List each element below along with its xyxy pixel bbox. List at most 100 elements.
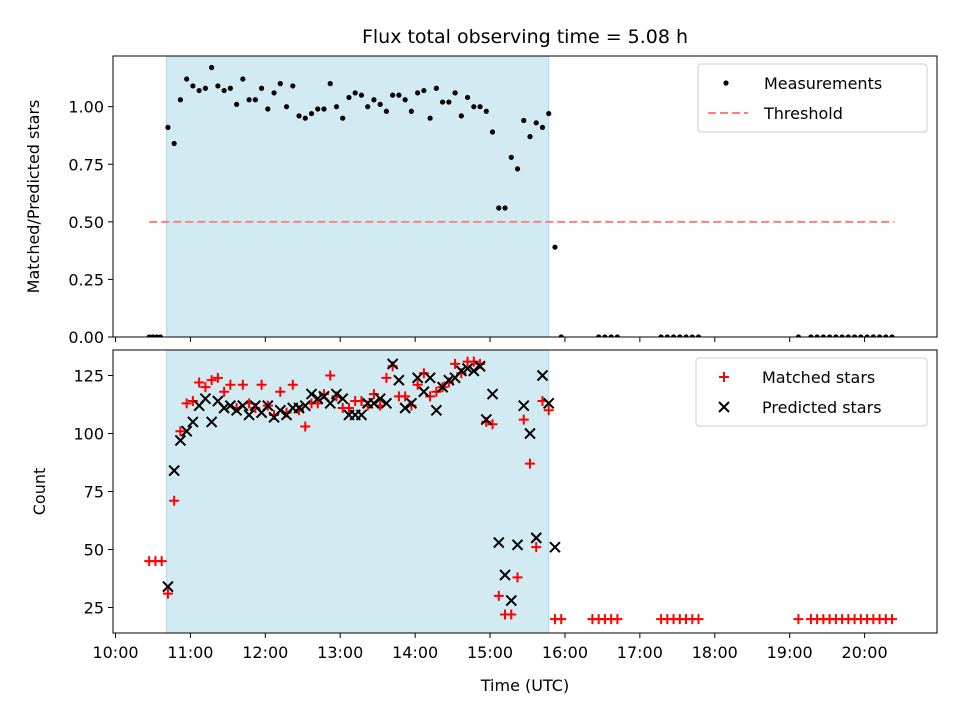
measurement-point	[521, 117, 527, 124]
measurement-point	[402, 97, 408, 103]
measurement-point	[321, 106, 327, 112]
matched-point	[543, 405, 554, 416]
measurement-point	[514, 166, 521, 172]
matched-point	[381, 372, 392, 383]
measurement-point	[858, 334, 864, 337]
legend-marker	[723, 80, 729, 86]
observing-window-shade	[166, 349, 550, 634]
matched-point	[169, 495, 180, 506]
measurement-point	[845, 334, 851, 337]
measurement-point	[602, 334, 608, 337]
predicted-point	[374, 393, 386, 405]
y-tick-label: 75	[84, 483, 104, 502]
measurement-point	[870, 334, 876, 337]
measurement-point	[677, 334, 683, 337]
predicted-point	[386, 358, 399, 370]
matched-point	[512, 572, 523, 583]
matched-point	[206, 375, 217, 386]
measurement-point	[477, 104, 483, 110]
predicted-point	[399, 402, 411, 414]
x-tick-label: 14:00	[392, 643, 438, 662]
predicted-point	[468, 365, 480, 377]
measurement-point	[308, 110, 315, 117]
matched-point	[493, 590, 504, 601]
legend-label: Measurements	[764, 74, 882, 93]
predicted-point	[205, 416, 218, 428]
measurement-point	[427, 115, 433, 121]
observing-window-shade	[166, 55, 550, 338]
matched-point	[225, 379, 236, 390]
matched-point	[156, 556, 167, 567]
measurement-point	[471, 104, 477, 110]
measurement-point	[377, 101, 383, 107]
x-tick-label: 11:00	[167, 643, 213, 662]
measurement-point	[234, 101, 240, 107]
x-tick-label: 18:00	[692, 643, 738, 662]
measurement-point	[496, 205, 502, 211]
ratio-panel: 0.00 0.25 0.50 0.75 1.00 Matched/Predicted st…	[24, 55, 938, 347]
predicted-point	[418, 386, 430, 398]
matched-point	[693, 614, 704, 625]
legend-box	[695, 357, 928, 427]
measurement-point	[221, 87, 227, 94]
x-tick-label: 20:00	[842, 643, 888, 662]
count-panel: 25 50 75 100 125 10:00 11:00 12:00 13:00 14:00 15:…	[30, 349, 938, 662]
predicted-point	[505, 594, 517, 607]
predicted-point	[274, 404, 287, 417]
matched-point	[181, 398, 192, 409]
measurement-point	[552, 244, 558, 250]
matched-point	[793, 614, 804, 625]
y-axis-label: Matched/Predicted stars	[24, 100, 43, 294]
legend-label: Threshold	[763, 104, 843, 123]
measurement-point	[358, 92, 365, 98]
measurement-point	[433, 85, 439, 91]
measurement-point	[240, 76, 246, 82]
data-points	[144, 356, 898, 625]
measurement-point	[184, 76, 190, 82]
measurement-point	[209, 64, 215, 71]
measurement-point	[283, 104, 290, 110]
predicted-point	[162, 580, 174, 593]
plot-frame	[112, 55, 938, 338]
measurement-point	[658, 334, 664, 337]
x-tick-label: 15:00	[467, 643, 513, 662]
x-tick-label: 13:00	[317, 643, 363, 662]
predicted-point	[299, 399, 311, 412]
predicted-point	[424, 372, 436, 384]
predicted-point	[549, 541, 561, 553]
matched-point	[162, 588, 173, 599]
measurement-point	[558, 334, 564, 337]
matched-point	[487, 419, 498, 430]
predicted-point	[455, 365, 468, 377]
measurement-point	[483, 108, 489, 114]
predicted-point	[518, 399, 530, 412]
predicted-point	[474, 360, 486, 372]
measurement-point	[664, 334, 670, 337]
measurement-point	[689, 334, 695, 337]
measurement-point	[171, 140, 177, 147]
measurement-point	[876, 334, 883, 337]
measurement-point	[695, 334, 702, 337]
predicted-point	[337, 393, 349, 405]
measurement-point	[670, 334, 677, 337]
legend-label: Matched stars	[762, 368, 875, 387]
predicted-point	[368, 397, 380, 410]
measurement-point	[502, 205, 508, 211]
matched-point	[506, 609, 517, 620]
measurement-point	[820, 334, 826, 337]
matched-point	[200, 382, 211, 393]
y-axis-label: Count	[30, 468, 49, 516]
measurement-point	[533, 120, 539, 126]
predicted-point	[199, 393, 212, 405]
matched-point	[412, 379, 423, 390]
y-tick-label: 100	[73, 425, 104, 444]
y-tick-label: 25	[84, 598, 104, 617]
predicted-point	[330, 388, 343, 400]
predicted-point	[411, 372, 424, 384]
legend-marker	[719, 372, 729, 382]
legend: Matched stars Predicted stars	[695, 357, 928, 427]
matched-point	[212, 372, 223, 383]
measurement-point	[546, 110, 552, 117]
measurement-point	[864, 334, 870, 337]
matched-point	[368, 389, 379, 400]
